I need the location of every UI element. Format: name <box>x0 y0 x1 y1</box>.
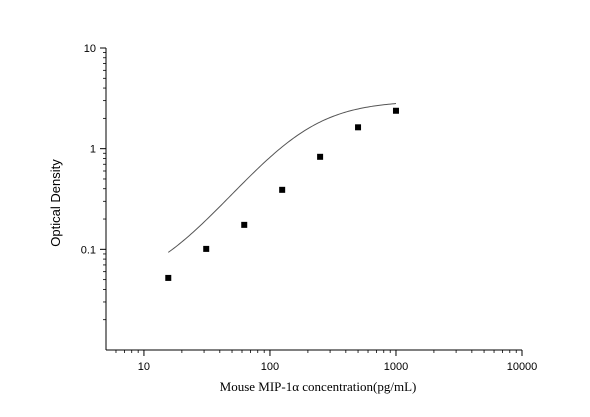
x-tick-label: 10000 <box>507 361 538 373</box>
x-tick-label: 1000 <box>384 361 408 373</box>
fit-curve <box>167 103 397 253</box>
data-point <box>165 274 172 281</box>
y-axis-title: Optical Density <box>48 159 63 247</box>
y-tick-label: 10 <box>84 43 96 55</box>
data-point <box>355 124 362 131</box>
axes <box>105 48 522 351</box>
data-point <box>392 107 399 114</box>
data-points <box>165 107 399 281</box>
x-axis-title: Mouse MIP-1α concentration(pg/mL) <box>220 379 417 394</box>
x-tick-label: 100 <box>261 361 279 373</box>
data-point <box>317 153 324 160</box>
y-tick-label: 0.1 <box>81 244 96 256</box>
data-point <box>241 221 248 228</box>
data-point <box>203 245 210 252</box>
y-tick-label: 1 <box>90 144 96 156</box>
x-axis-ticks: 10 100 1000 10000 <box>115 350 538 373</box>
data-point <box>279 186 286 193</box>
x-tick-label: 10 <box>138 361 150 373</box>
y-axis-ticks: 0.1 1 10 <box>81 43 106 321</box>
